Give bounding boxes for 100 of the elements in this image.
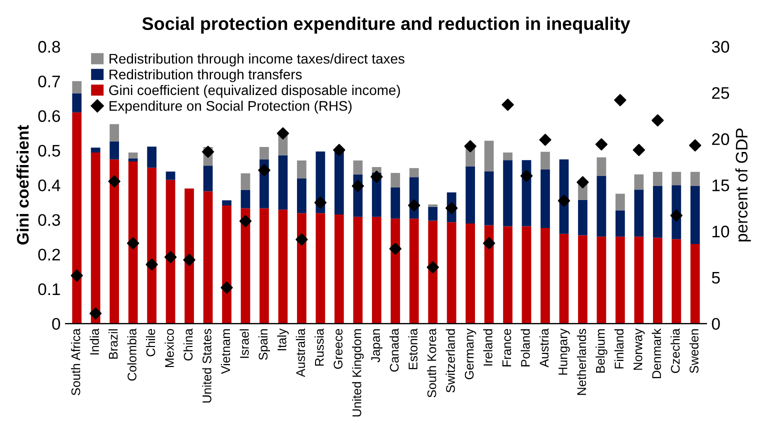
bar [484, 140, 494, 172]
x-tick-label: Finland [614, 329, 624, 368]
point [670, 209, 682, 222]
point [520, 170, 533, 182]
bar [72, 112, 82, 324]
y-axis-title: Gini coefficient [16, 125, 29, 245]
bar [690, 186, 700, 244]
point [220, 282, 233, 294]
y-tick-label: 0.8 [38, 40, 60, 53]
point [595, 138, 608, 150]
bar [540, 169, 550, 228]
bar [110, 124, 120, 142]
legend-label: Redistribution through transfers [110, 69, 302, 82]
point [202, 146, 214, 158]
x-tick-label: Colombia [127, 328, 136, 381]
bar [672, 239, 682, 324]
bar [652, 172, 662, 186]
bar [616, 210, 625, 237]
bar [260, 208, 269, 324]
bar [652, 186, 662, 238]
x-tick-label: Israel [240, 329, 249, 358]
point [370, 170, 383, 183]
x-tick-label: South Africa [71, 328, 80, 396]
y-tick-label: 0.2 [38, 248, 60, 261]
bar [128, 162, 138, 324]
y2-tick-label: 30 [712, 40, 730, 53]
bar [446, 222, 456, 324]
x-tick-label: Spain [258, 329, 270, 360]
bar [72, 93, 82, 112]
y2-tick-label: 0 [712, 318, 720, 330]
bar [110, 159, 120, 324]
bar [428, 204, 438, 207]
y2-tick-label: 10 [712, 226, 730, 238]
point [314, 196, 326, 209]
x-tick-label: Czechia [670, 328, 680, 373]
bar [428, 220, 438, 324]
bar [90, 148, 100, 153]
point [426, 261, 439, 274]
point [482, 237, 496, 250]
x-tick-label: Netherlands [576, 328, 586, 395]
bar [390, 218, 400, 324]
point [576, 176, 589, 188]
legend-label: Gini coefficient (equivalized disposable income) [109, 84, 400, 98]
point [183, 254, 196, 266]
bar [353, 160, 363, 174]
legend-label: Expenditure on Social Protection (RHS) [110, 100, 352, 114]
point [652, 114, 664, 126]
point [239, 215, 252, 228]
point [614, 94, 626, 106]
bar [390, 172, 400, 188]
bar [634, 236, 644, 324]
x-tick-label: Ireland [483, 329, 492, 366]
bar [203, 191, 213, 324]
point [164, 251, 177, 264]
x-tick-label: United States [202, 328, 212, 403]
x-tick-label: Greece [334, 329, 343, 369]
point [276, 127, 290, 140]
point [502, 98, 514, 111]
chart-title: Social protection expenditure and reduction in inequality [142, 16, 630, 34]
y-tick-label: 0.6 [38, 110, 60, 122]
bar [616, 236, 625, 324]
y2-tick-label: 5 [712, 272, 720, 284]
bar [240, 190, 250, 208]
bar [334, 214, 344, 324]
point [296, 233, 308, 246]
bar [297, 213, 306, 324]
bar [690, 244, 700, 324]
bar [596, 176, 606, 237]
bar [409, 168, 419, 178]
bar [484, 172, 494, 226]
x-tick-label: Canada [390, 328, 399, 372]
x-tick-label: Brazil [108, 329, 118, 359]
bar [409, 218, 419, 324]
bar [278, 155, 288, 210]
bar [128, 152, 138, 158]
bar [578, 235, 588, 324]
bar [578, 200, 588, 236]
bar [166, 172, 176, 180]
point [333, 144, 346, 156]
bar [297, 160, 306, 178]
bar [110, 141, 120, 160]
bar [634, 174, 644, 190]
point [389, 242, 402, 255]
bar [634, 190, 644, 237]
bar [240, 173, 250, 190]
bar [466, 224, 475, 324]
y-tick-label: 0.5 [38, 144, 60, 157]
point [146, 258, 158, 271]
y2-tick-label: 15 [712, 180, 730, 192]
bar [72, 81, 82, 94]
bar [672, 172, 682, 186]
bar [390, 187, 400, 219]
bar [522, 226, 532, 324]
bar [596, 157, 606, 176]
point [558, 194, 570, 207]
x-tick-label: Estonia [408, 328, 418, 370]
x-tick-label: Switzerland [446, 329, 455, 392]
bar [128, 158, 138, 162]
point [70, 269, 83, 282]
y-tick-label: 0.7 [38, 76, 60, 88]
